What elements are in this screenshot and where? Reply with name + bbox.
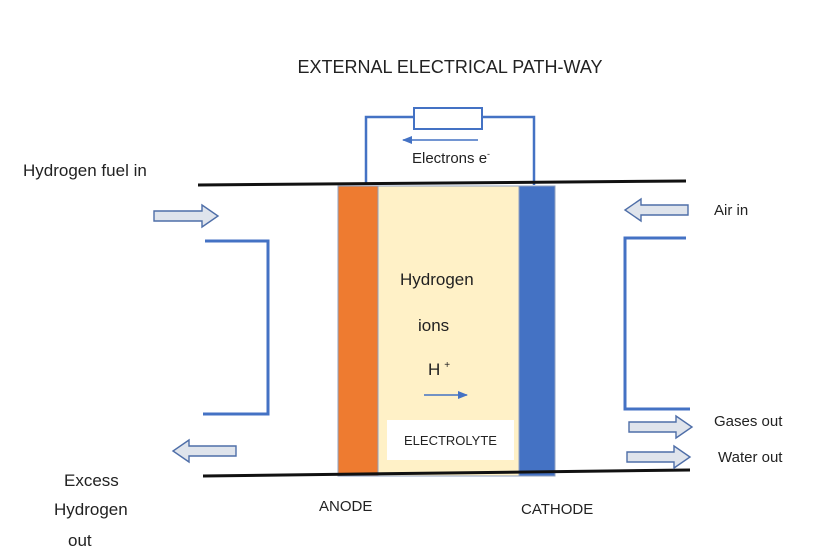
anode-plate [337,185,379,477]
resistor [413,107,483,130]
hydrogen-fuel-in-label: Hydrogen fuel in [23,161,147,180]
cathode-gas-channel [623,236,690,411]
excess-hydrogen-line-3: out [68,531,92,550]
anode-label: ANODE [319,498,373,515]
hydrogen-ions-line-2: ions [418,316,450,335]
electrons-text: Electrons e [412,150,488,167]
diagram-title: EXTERNAL ELECTRICAL PATH-WAY [297,57,603,77]
excess-hydrogen-line-1: Excess [64,471,119,490]
excess-hydrogen-out-arrow [171,438,237,464]
top-plate-line [197,179,687,187]
bottom-plate-line [202,468,691,478]
ion-symbol: H [428,360,441,379]
cathode-plate [518,185,556,477]
excess-hydrogen-line-2: Hydrogen [54,500,128,519]
hydrogen-ions-line-1: Hydrogen [400,270,474,289]
cathode-label: CATHODE [521,501,594,518]
electrons-superscript: - [487,149,491,159]
ion-superscript: + [444,360,451,372]
electrolyte-label-box [387,420,514,460]
gases-out-arrow [628,414,694,440]
electrolyte-label: ELECTROLYTE [404,433,497,448]
ion-symbol-label: H + [428,361,450,378]
external-circuit-wire [364,115,536,185]
hydrogen-in-arrow [153,203,220,229]
air-in-arrow [623,197,689,223]
anode-gas-channel [203,239,270,416]
water-out-label: Water out [718,449,783,466]
gases-out-label: Gases out [714,413,783,430]
water-out-arrow [626,444,692,470]
air-in-label: Air in [714,202,749,219]
electrons-label: Electrons e- [412,149,491,167]
